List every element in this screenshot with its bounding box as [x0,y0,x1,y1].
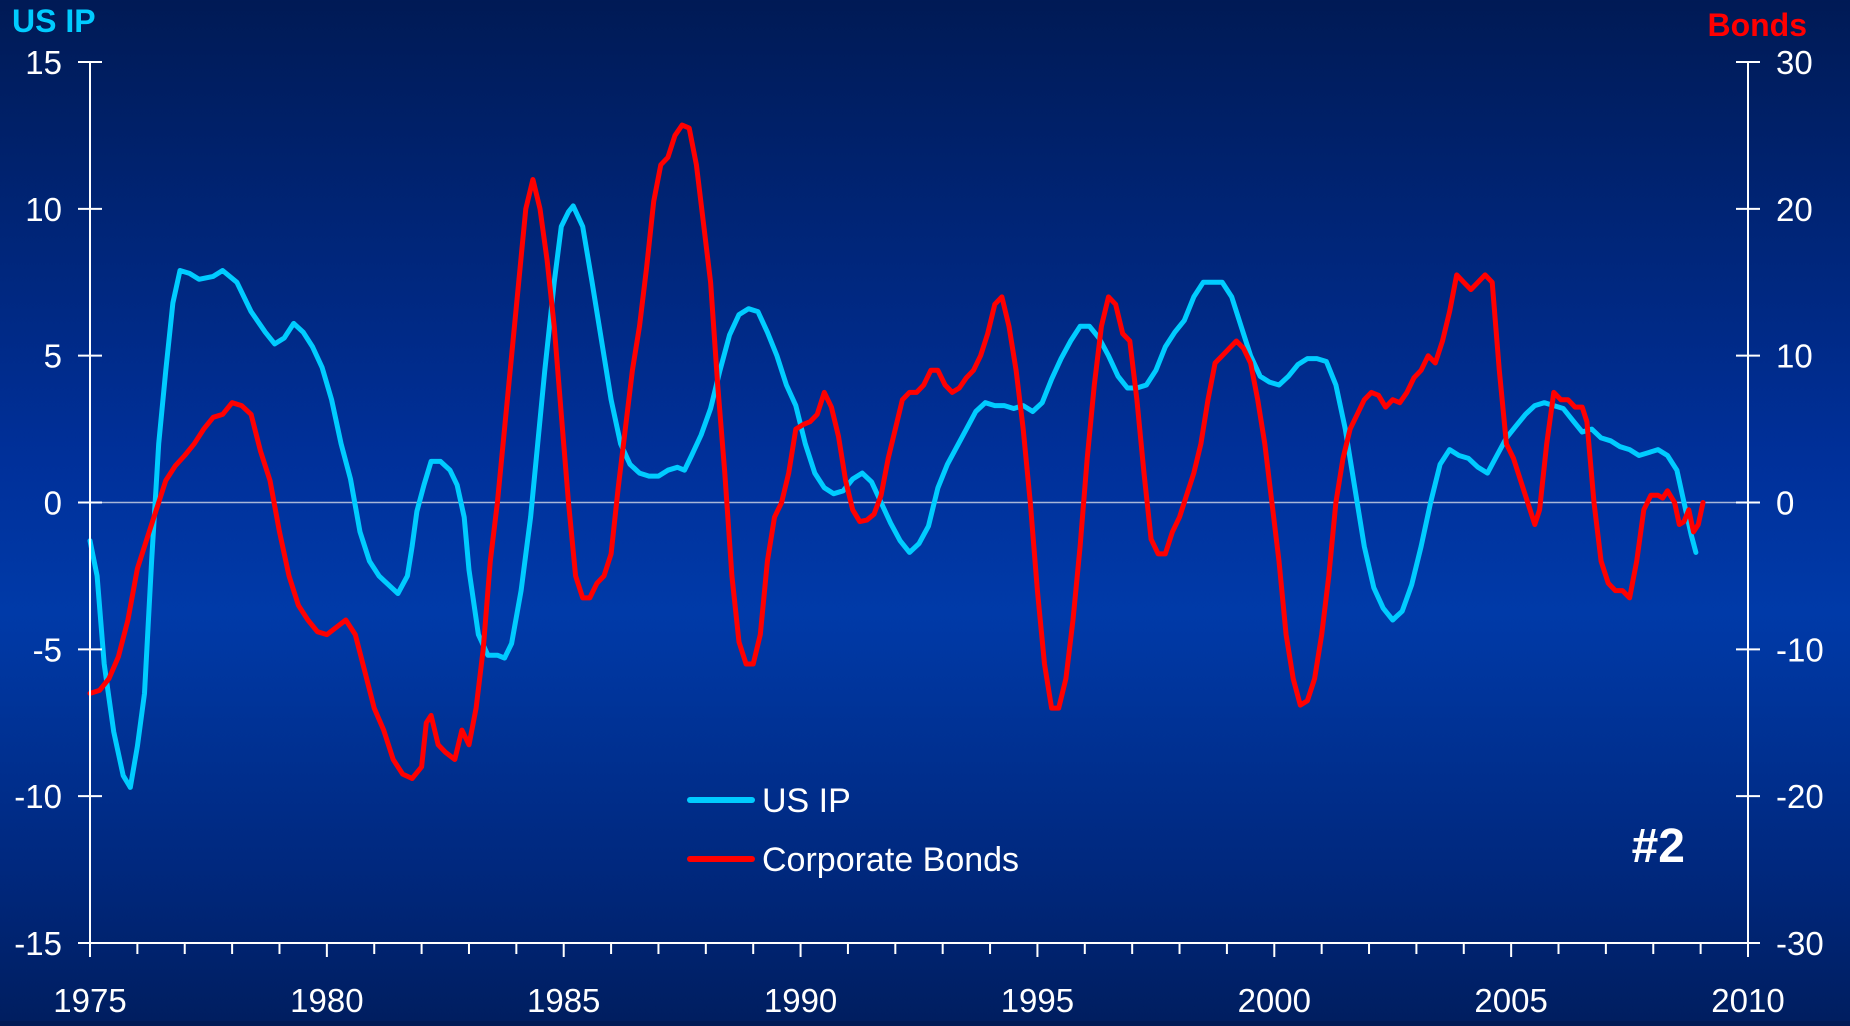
chart-badge: #2 [1632,820,1685,873]
series-line-corporate-bonds [87,122,1706,781]
series-line-us-ip [87,203,1699,790]
right-y-tick-label: -30 [1776,925,1824,962]
left-y-tick-label: 0 [44,485,62,522]
x-tick-label: 1995 [1001,982,1074,1019]
right-y-tick-label: 10 [1776,338,1813,375]
right-y-tick-label: 20 [1776,191,1813,228]
legend-label-corporate-bonds: Corporate Bonds [762,841,1019,879]
right-axis-title: Bonds [1707,7,1807,43]
right-y-tick-label: -20 [1776,778,1824,815]
x-tick-label: 1985 [527,982,600,1019]
x-tick-label: 2005 [1474,982,1547,1019]
x-tick-label: 2010 [1711,982,1784,1019]
x-tick-label: 1980 [290,982,363,1019]
left-y-tick-label: 15 [25,44,62,81]
left-y-tick-label: 10 [25,191,62,228]
right-y-tick-label: -10 [1776,631,1824,668]
left-axis-title: US IP [12,3,96,39]
right-y-tick-label: 30 [1776,44,1813,81]
right-y-tick-label: 0 [1776,485,1794,522]
left-y-tick-label: -10 [14,778,62,815]
x-tick-label: 1975 [53,982,126,1019]
left-y-tick-label: -15 [14,925,62,962]
legend-label-us-ip: US IP [762,782,851,820]
left-y-tick-label: -5 [33,631,62,668]
x-tick-label: 1990 [764,982,837,1019]
x-tick-label: 2000 [1238,982,1311,1019]
left-y-tick-label: 5 [44,338,62,375]
